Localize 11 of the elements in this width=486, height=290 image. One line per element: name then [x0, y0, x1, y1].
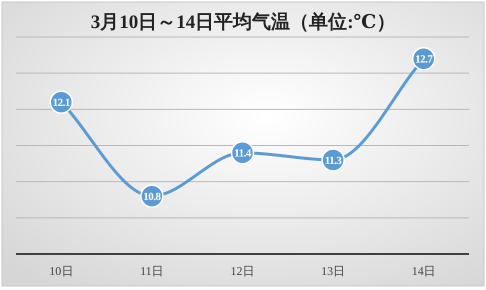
x-tick-label: 12日 [230, 264, 254, 278]
chart-title: 3月10日～14日平均气温（单位:℃） [90, 11, 396, 33]
x-tick-label: 10日 [49, 264, 74, 278]
data-label: 11.4 [234, 148, 252, 160]
data-label: 11.3 [324, 154, 342, 167]
data-label: 12.7 [415, 54, 434, 66]
data-label: 10.8 [143, 191, 162, 204]
x-tick-label: 13日 [321, 264, 346, 278]
x-tick-label: 14日 [412, 264, 436, 278]
data-label: 12.1 [52, 97, 70, 110]
x-tick-label: 11日 [140, 264, 164, 278]
